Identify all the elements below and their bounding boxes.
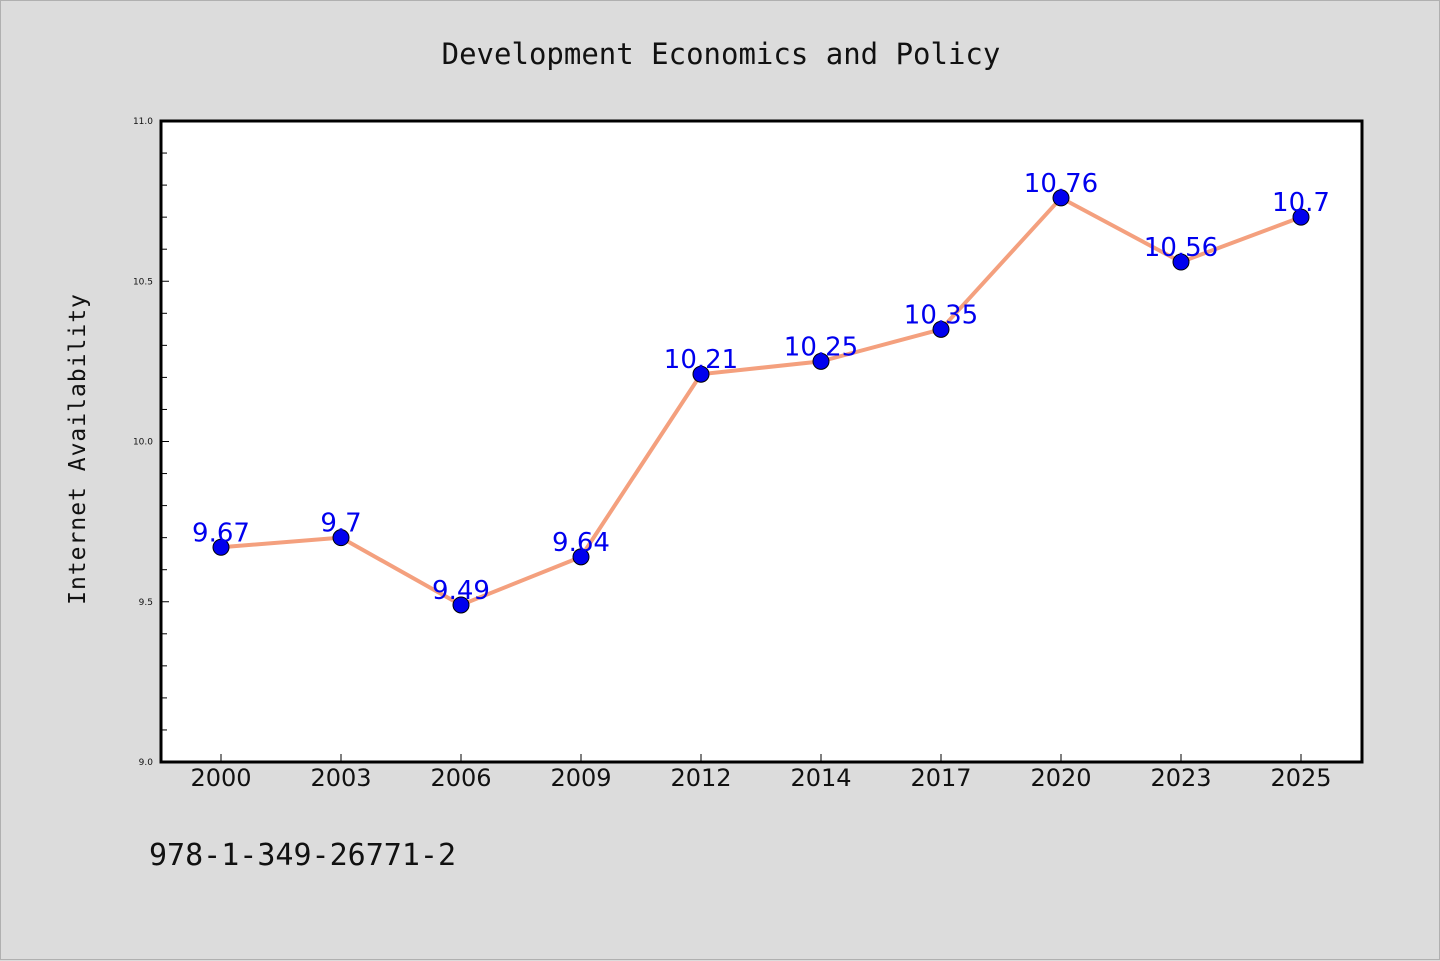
- data-point: [1052, 189, 1070, 207]
- data-point: [212, 538, 230, 556]
- y-axis-ticks: 9.0 9.5 10.0 10.5 11.0: [133, 117, 169, 768]
- data-label: 10.7: [1272, 188, 1330, 218]
- x-tick-label: 2025: [1270, 764, 1331, 792]
- y-tick-label: 9.0: [139, 758, 154, 768]
- y-tick-label: 10.5: [133, 277, 153, 287]
- x-axis-ticks: 2000 2003 2006 2009 2012 2014 2017 2020 2023 2025: [190, 754, 1332, 792]
- x-tick-label: 2020: [1030, 764, 1091, 792]
- x-tick-label: 2000: [190, 764, 251, 792]
- data-label: 10.25: [784, 332, 858, 362]
- y-axis-label: Internet Availability: [65, 293, 91, 605]
- data-label: 9.67: [192, 518, 250, 548]
- x-tick-label: 2023: [1150, 764, 1211, 792]
- plot-frame: [159, 119, 1364, 764]
- data-point: [452, 596, 470, 614]
- x-tick-label: 2017: [910, 764, 971, 792]
- data-label: 10.56: [1144, 233, 1218, 263]
- plot-area: [161, 121, 1362, 762]
- data-label: 10.76: [1024, 169, 1098, 199]
- series-line: [219, 195, 1303, 607]
- y-tick-label: 9.5: [139, 598, 153, 608]
- y-tick-label: 10.0: [133, 438, 153, 448]
- data-point: [812, 352, 830, 370]
- isbn-footer: 978-1-349-26771-2: [149, 838, 456, 873]
- series-group: 9.67 9.7 9.49 9.64 10.21 10.25 10.35 10.76 10.56…: [192, 169, 1330, 614]
- y-tick-label: 11.0: [133, 117, 153, 127]
- data-label: 10.21: [664, 345, 738, 375]
- data-point: [332, 529, 350, 547]
- data-label: 9.49: [432, 576, 490, 606]
- data-point: [1172, 253, 1190, 271]
- data-label: 10.35: [904, 300, 978, 330]
- x-tick-label: 2009: [550, 764, 611, 792]
- chart-title: Development Economics and Policy: [442, 37, 1001, 71]
- x-tick-label: 2003: [310, 764, 371, 792]
- data-point: [692, 365, 710, 383]
- x-tick-label: 2006: [430, 764, 491, 792]
- data-label: 9.7: [320, 509, 361, 539]
- data-label: 9.64: [552, 528, 610, 558]
- x-tick-label: 2012: [670, 764, 731, 792]
- data-point: [1292, 208, 1310, 226]
- x-tick-label: 2014: [790, 764, 851, 792]
- data-point: [932, 320, 950, 338]
- data-point: [572, 548, 590, 566]
